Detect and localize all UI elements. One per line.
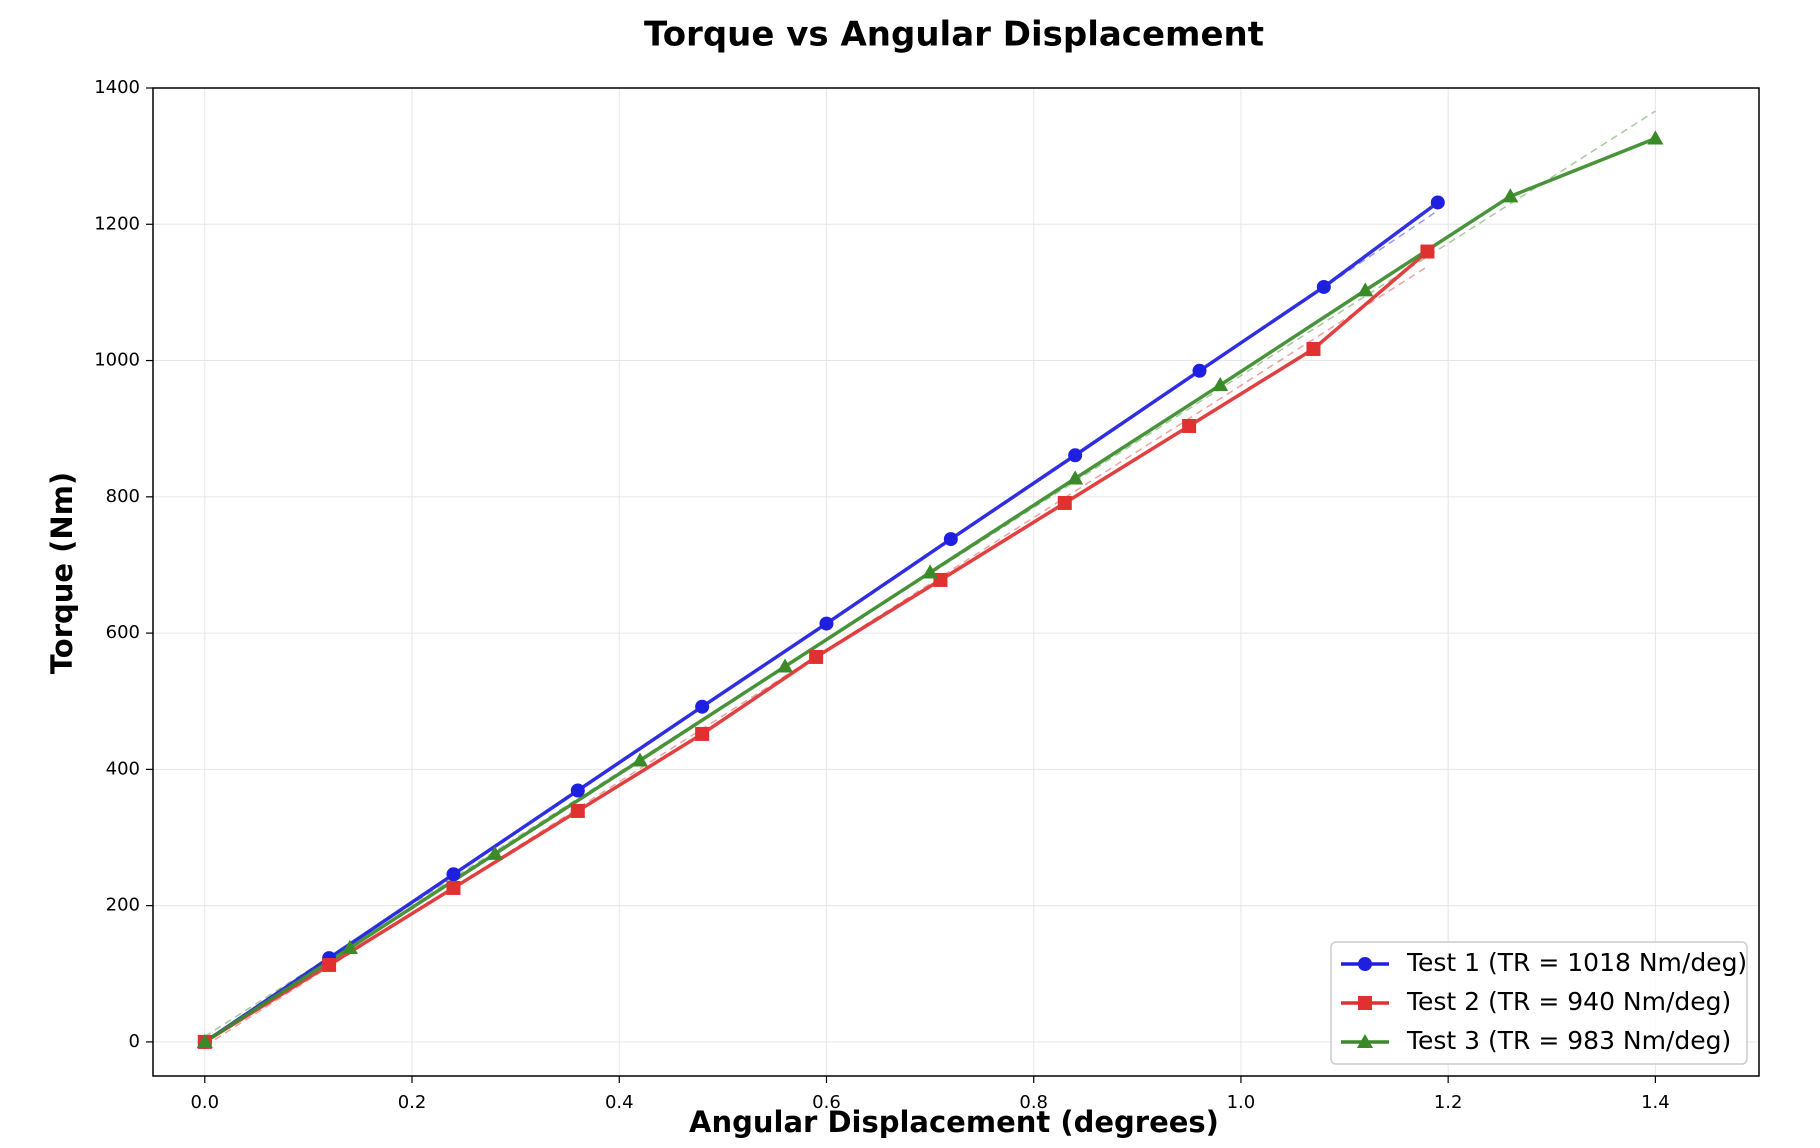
- legend-label-1: Test 1 (TR = 1018 Nm/deg): [1406, 948, 1747, 977]
- x-tick-label: 0.0: [190, 1092, 219, 1113]
- plot-frame: [152, 87, 1760, 1077]
- legend-label-3: Test 3 (TR = 983 Nm/deg): [1406, 1026, 1731, 1055]
- legend-marker-2: [1358, 996, 1372, 1010]
- series-1-point: [819, 616, 834, 631]
- series-1-point: [570, 783, 585, 798]
- series-1-point: [1192, 363, 1207, 378]
- y-tick-label: 1000: [94, 350, 140, 371]
- series-3-point: [1647, 130, 1664, 145]
- series-1-point: [695, 699, 710, 714]
- y-tick-label: 400: [106, 758, 140, 779]
- series-1-point: [1316, 279, 1331, 294]
- series-2-point: [322, 957, 337, 972]
- x-tick-label: 0.6: [812, 1092, 841, 1113]
- series-2-point: [695, 726, 710, 741]
- grid: [153, 87, 1759, 1076]
- legend: Test 1 (TR = 1018 Nm/deg) Test 2 (TR = 94…: [1330, 941, 1748, 1065]
- series-lines: [203, 136, 1657, 1044]
- y-tick-label: 1200: [94, 213, 140, 234]
- y-tick-label: 1400: [94, 77, 140, 98]
- series-2-point: [1420, 244, 1435, 259]
- y-tick-label: 0: [129, 1031, 140, 1052]
- chart-title: Torque vs Angular Displacement: [644, 15, 1264, 55]
- series-2-point: [809, 649, 824, 664]
- series-3-point: [922, 564, 939, 579]
- x-tick-label: 1.0: [1227, 1092, 1256, 1113]
- y-tick-label: 200: [106, 895, 140, 916]
- series-3-point: [196, 1033, 213, 1048]
- series-3-point: [631, 752, 649, 767]
- x-tick-label: 1.4: [1641, 1092, 1670, 1113]
- series-1-point: [1068, 448, 1083, 463]
- axis-ticks: 0.0 0.2 0.4 0.6 0.8 1.0 1.2 1.4 0 200 400 600 800 100…: [94, 77, 1670, 1113]
- series-1-point: [446, 867, 461, 882]
- series-3-point: [1212, 377, 1229, 392]
- series-2-point: [570, 803, 585, 818]
- series-3-point: [341, 939, 358, 954]
- legend-marker-3: [1356, 1033, 1374, 1049]
- x-axis-label: Angular Displacement (degrees): [689, 1105, 1219, 1139]
- x-tick-label: 0.4: [605, 1092, 634, 1113]
- series-3-point: [486, 845, 503, 860]
- y-tick-label: 800: [106, 486, 140, 507]
- series-1-point: [1430, 195, 1445, 210]
- series-2-point: [446, 880, 461, 895]
- series-3-point: [1067, 470, 1084, 485]
- series-1-point: [943, 532, 958, 547]
- series-3-point: [1357, 282, 1374, 297]
- series-markers: [196, 130, 1664, 1049]
- series-2-point: [1306, 341, 1321, 356]
- series-2-point: [1182, 418, 1197, 433]
- x-tick-label: 0.8: [1019, 1092, 1048, 1113]
- legend-label-2: Test 2 (TR = 940 Nm/deg): [1406, 987, 1731, 1016]
- x-tick-label: 1.2: [1434, 1092, 1463, 1113]
- series-3-point: [1502, 188, 1519, 203]
- y-axis-label: Torque (Nm): [45, 472, 79, 674]
- series-2-point: [1057, 495, 1072, 510]
- y-tick-label: 600: [106, 622, 140, 643]
- x-tick-label: 0.2: [398, 1092, 427, 1113]
- series-3-point: [776, 658, 794, 673]
- legend-box: [1330, 941, 1748, 1065]
- legend-marker-1: [1358, 957, 1372, 971]
